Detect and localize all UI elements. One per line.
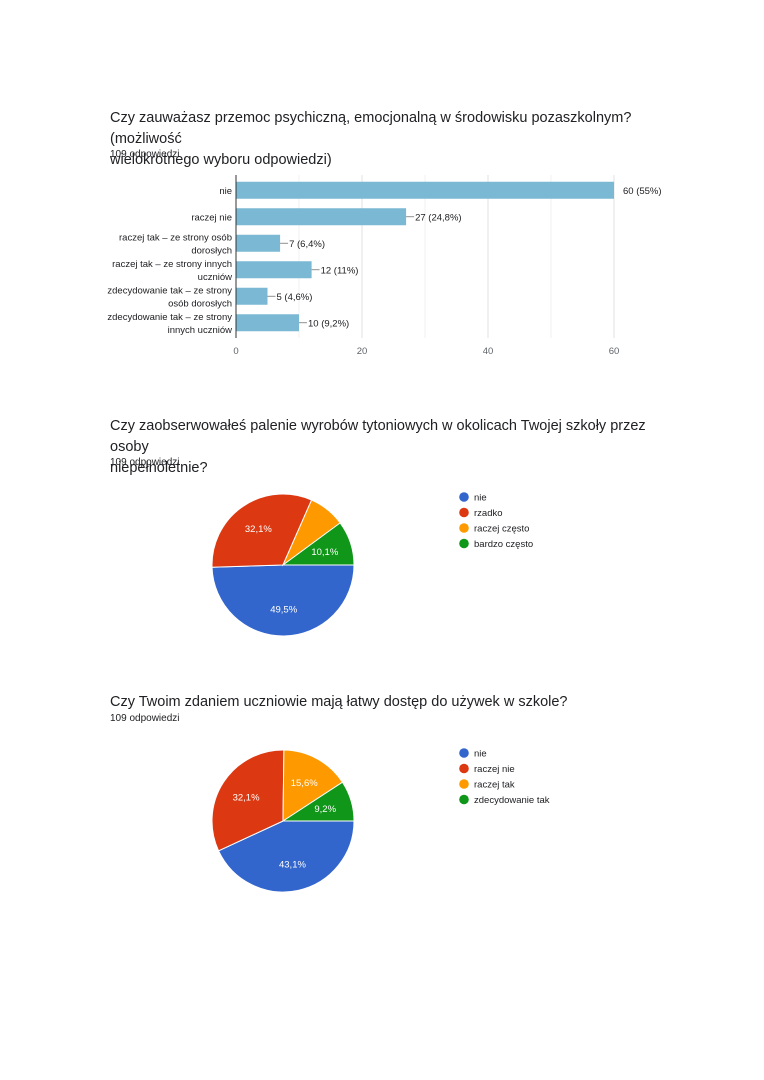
value-label: 12 (11%) bbox=[321, 265, 359, 276]
legend-label: nie bbox=[474, 749, 487, 760]
x-tick-label: 40 bbox=[483, 346, 494, 357]
question-2-title-line-1: Czy zaobserwowałeś palenie wyrobów tyton… bbox=[110, 418, 646, 455]
category-label: zdecydowanie tak – ze strony bbox=[107, 285, 232, 296]
category-label: uczniów bbox=[198, 272, 232, 283]
legend-label: bardzo często bbox=[474, 539, 533, 550]
category-label: raczej tak – ze strony innych bbox=[112, 259, 232, 270]
bar bbox=[236, 208, 407, 226]
bar bbox=[236, 314, 299, 332]
legend-label: rzadko bbox=[474, 508, 503, 519]
question-3-response-count: 109 odpowiedzi bbox=[110, 713, 180, 724]
category-label: zdecydowanie tak – ze strony bbox=[107, 312, 232, 323]
x-tick-label: 0 bbox=[233, 346, 238, 357]
bar bbox=[236, 287, 268, 305]
pie-slice-label: 32,1% bbox=[233, 793, 260, 804]
question-1-response-count: 109 odpowiedzi bbox=[110, 149, 180, 160]
question-3-title-line-1: Czy Twoim zdaniem uczniowie mają łatwy d… bbox=[110, 694, 568, 710]
pie-slice-label: 43,1% bbox=[279, 859, 306, 870]
pie-slice bbox=[282, 749, 344, 822]
pie-slice-label: 15,6% bbox=[291, 778, 318, 789]
bar-chart: 0 20 40 60 nie 60 (55%) raczej nie 27 (24,8%) ra… bbox=[107, 175, 662, 357]
value-label: 5 (4,6%) bbox=[277, 292, 313, 303]
legend-label: raczej nie bbox=[474, 764, 515, 775]
question-2-title: Czy zaobserwowałeś palenie wyrobów tyton… bbox=[110, 416, 670, 479]
legend-label: zdecydowanie tak bbox=[474, 795, 550, 806]
question-2-response-count: 109 odpowiedzi bbox=[110, 457, 180, 468]
legend-label: raczej tak bbox=[474, 780, 515, 791]
value-label: 27 (24,8%) bbox=[415, 212, 461, 223]
legend-swatch bbox=[459, 538, 469, 549]
pie-slice bbox=[281, 522, 355, 566]
legend-swatch bbox=[459, 492, 469, 502]
legend-swatch bbox=[459, 763, 469, 774]
category-label: osób dorosłych bbox=[168, 298, 232, 309]
category-label: innych uczniów bbox=[168, 325, 233, 336]
category-label: nie bbox=[219, 186, 232, 197]
legend-swatch bbox=[459, 523, 469, 533]
value-label: 60 (55%) bbox=[623, 186, 662, 197]
legend-swatch bbox=[459, 779, 469, 789]
pie-slice bbox=[217, 820, 355, 893]
question-1-title-line-2: wielokrotnego wyboru odpowiedzi) bbox=[110, 152, 332, 168]
bar bbox=[236, 261, 312, 279]
pie-slice bbox=[281, 781, 355, 822]
legend-swatch bbox=[459, 507, 469, 518]
category-label: dorosłych bbox=[191, 245, 232, 256]
legend-label: nie bbox=[474, 493, 487, 504]
question-2-title-line-2: niepełnoletnie? bbox=[110, 460, 208, 476]
question-3-title: Czy Twoim zdaniem uczniowie mają łatwy d… bbox=[110, 692, 670, 713]
question-1-title-line-1: Czy zauważasz przemoc psychiczną, emocjo… bbox=[110, 110, 632, 147]
bar bbox=[236, 234, 281, 252]
category-label: raczej nie bbox=[191, 212, 232, 223]
value-label: 10 (9,2%) bbox=[308, 318, 349, 329]
pie-slice-label: 10,1% bbox=[311, 547, 338, 558]
pie-chart-2: 43,1% 32,1% 15,6% 9,2% nie raczej nie raczej t… bbox=[211, 748, 550, 893]
pie-slice-label: 32,1% bbox=[245, 524, 272, 535]
value-label: 7 (6,4%) bbox=[289, 239, 325, 250]
pie-slice bbox=[211, 749, 285, 852]
pie-slice-label: 49,5% bbox=[270, 605, 297, 616]
pie-chart-1: 49,5% 32,1% 10,1% nie rzadko raczej często bar… bbox=[211, 492, 533, 637]
question-1-title: Czy zauważasz przemoc psychiczną, emocjo… bbox=[110, 108, 670, 171]
pie-slice bbox=[211, 564, 355, 637]
pie-slice-label: 9,2% bbox=[314, 804, 336, 815]
legend-swatch bbox=[459, 794, 469, 805]
legend-label: raczej często bbox=[474, 524, 529, 535]
bar bbox=[236, 181, 614, 199]
category-label: raczej tak – ze strony osób bbox=[119, 232, 232, 243]
x-tick-label: 60 bbox=[609, 346, 620, 357]
pie-slice bbox=[211, 493, 313, 568]
legend-swatch bbox=[459, 748, 469, 758]
x-tick-label: 20 bbox=[357, 346, 368, 357]
